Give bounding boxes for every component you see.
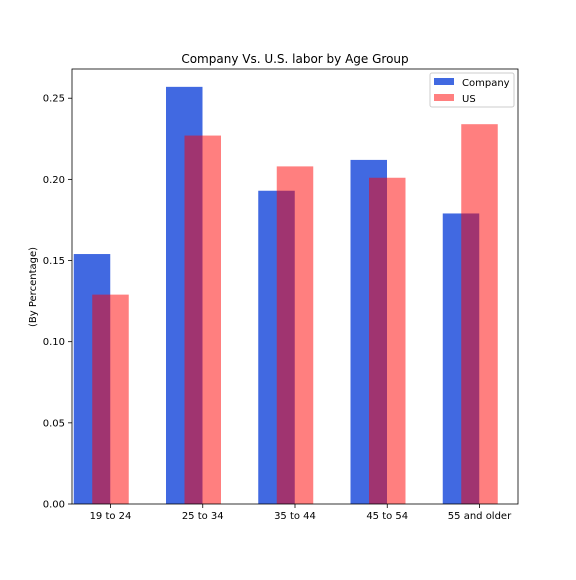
legend-label-company: Company	[462, 78, 510, 89]
bar-us-4	[369, 177, 406, 504]
legend-swatch-company	[434, 78, 454, 85]
bar-us-3	[276, 166, 314, 504]
x-tick-label-4: 45 to 54	[366, 511, 408, 522]
chart-title: Company Vs. U.S. labor by Age Group	[181, 52, 408, 66]
bar-us-2	[184, 135, 221, 505]
y-axis-label: (By Percentage)	[28, 247, 39, 327]
bars-group	[73, 86, 498, 505]
x-tick-label-2: 25 to 34	[182, 511, 224, 522]
y-tick-label-6: 0.25	[43, 94, 65, 105]
x-tick-label-1: 19 to 24	[90, 511, 132, 522]
y-tick-label-1: 0.00	[43, 500, 65, 511]
axes-group: 0.00 0.05 0.10 0.15 0.20 0.25 19 to 24 25 to 34…	[43, 68, 519, 522]
legend: Company US	[429, 72, 515, 108]
y-tick-label-5: 0.20	[43, 175, 65, 186]
y-tick-label-2: 0.05	[43, 418, 65, 429]
y-tick-label-3: 0.10	[43, 337, 65, 348]
legend-label-us: US	[462, 94, 476, 105]
x-tick-label-5: 55 and older	[448, 511, 512, 522]
bar-us-5	[461, 124, 498, 504]
y-tick-label-4: 0.15	[43, 256, 65, 267]
x-tick-label-3: 35 to 44	[274, 511, 316, 522]
legend-swatch-us	[434, 94, 454, 101]
bar-us-1	[92, 294, 129, 504]
